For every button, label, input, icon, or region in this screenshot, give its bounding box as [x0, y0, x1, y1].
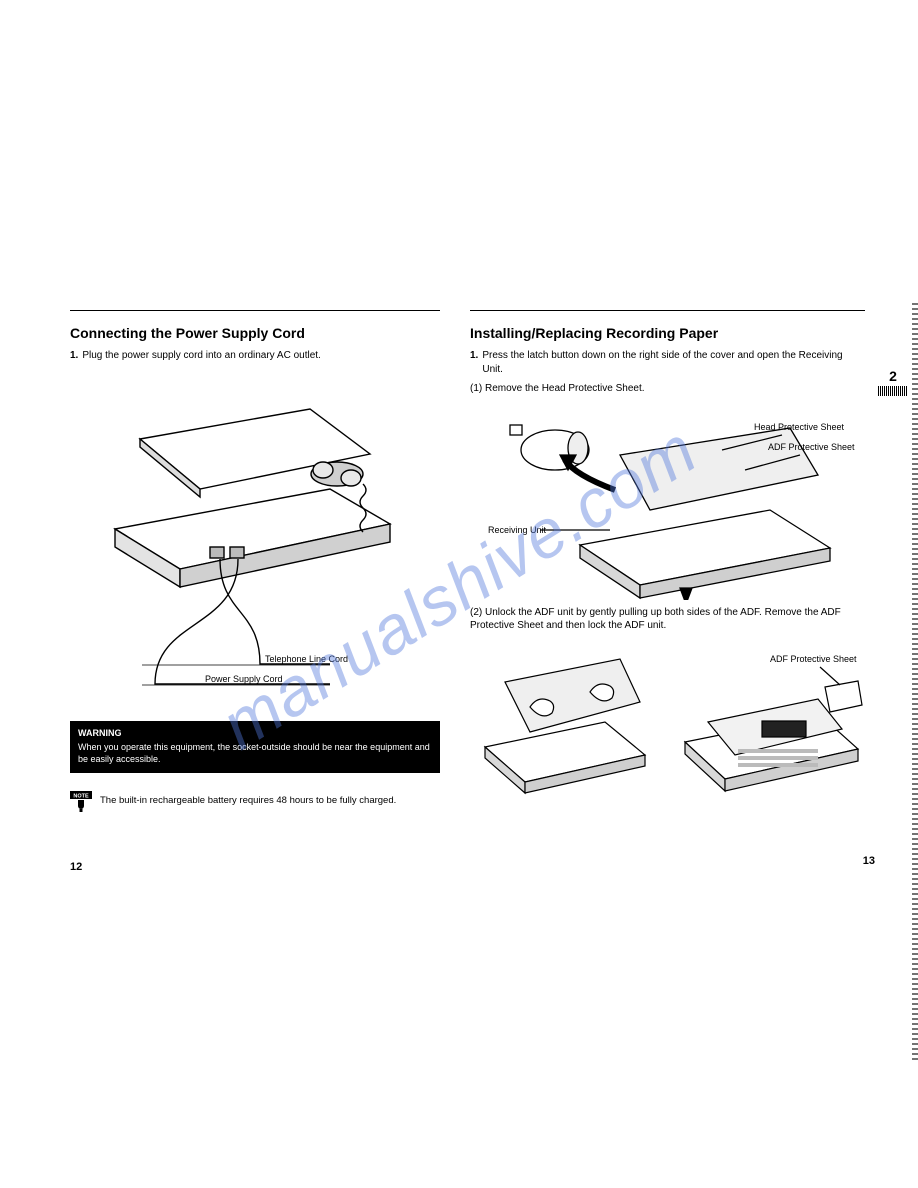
step-number: 1.	[470, 349, 478, 376]
callout-power: Power Supply Cord	[205, 674, 283, 684]
figure-unlock-adf: ADF Protective Sheet	[470, 637, 865, 807]
callout-telephone: Telephone Line Cord	[265, 654, 348, 664]
callout-receiving-unit: Receiving Unit	[488, 525, 547, 535]
right-page: Installing/Replacing Recording Paper 1. …	[470, 310, 865, 807]
right-heading: Installing/Replacing Recording Paper	[470, 325, 865, 341]
note-label: NOTE	[73, 793, 89, 799]
note-icon: NOTE	[70, 791, 92, 813]
rule	[70, 310, 440, 311]
scan-edge-artifact	[912, 300, 918, 1060]
note-text: The built-in rechargeable battery requir…	[100, 791, 396, 806]
left-step-1: 1. Plug the power supply cord into an or…	[70, 349, 440, 363]
left-page: Connecting the Power Supply Cord 1. Plug…	[70, 310, 440, 813]
substep-2: (2) Unlock the ADF unit by gently pullin…	[470, 606, 865, 633]
step-text: Plug the power supply cord into an ordin…	[82, 349, 320, 363]
figure-remove-head-sheet: Head Protective Sheet ADF Protective She…	[470, 400, 865, 600]
substep-1: (1) Remove the Head Protective Sheet.	[470, 382, 865, 396]
callout-head-sheet: Head Protective Sheet	[754, 422, 845, 432]
warning-title: WARNING	[78, 727, 432, 739]
warning-body: When you operate this equipment, the soc…	[78, 741, 432, 765]
warning-box: WARNING When you operate this equipment,…	[70, 721, 440, 773]
note-row: NOTE The built-in rechargeable battery r…	[70, 791, 440, 813]
right-step-1: 1. Press the latch button down on the ri…	[470, 349, 865, 376]
figure-power-cord: Telephone Line Cord Power Supply Cord	[70, 369, 440, 699]
page-number-right: 13	[863, 855, 875, 867]
spread: Connecting the Power Supply Cord 1. Plug…	[70, 310, 890, 1000]
callout-adf-sheet-2: ADF Protective Sheet	[770, 654, 857, 664]
step-text: Press the latch button down on the right…	[482, 349, 865, 376]
left-heading: Connecting the Power Supply Cord	[70, 325, 440, 341]
page-number-left: 12	[70, 861, 82, 873]
step-number: 1.	[70, 349, 78, 363]
callout-adf-sheet: ADF Protective Sheet	[768, 442, 855, 452]
rule	[470, 310, 865, 311]
